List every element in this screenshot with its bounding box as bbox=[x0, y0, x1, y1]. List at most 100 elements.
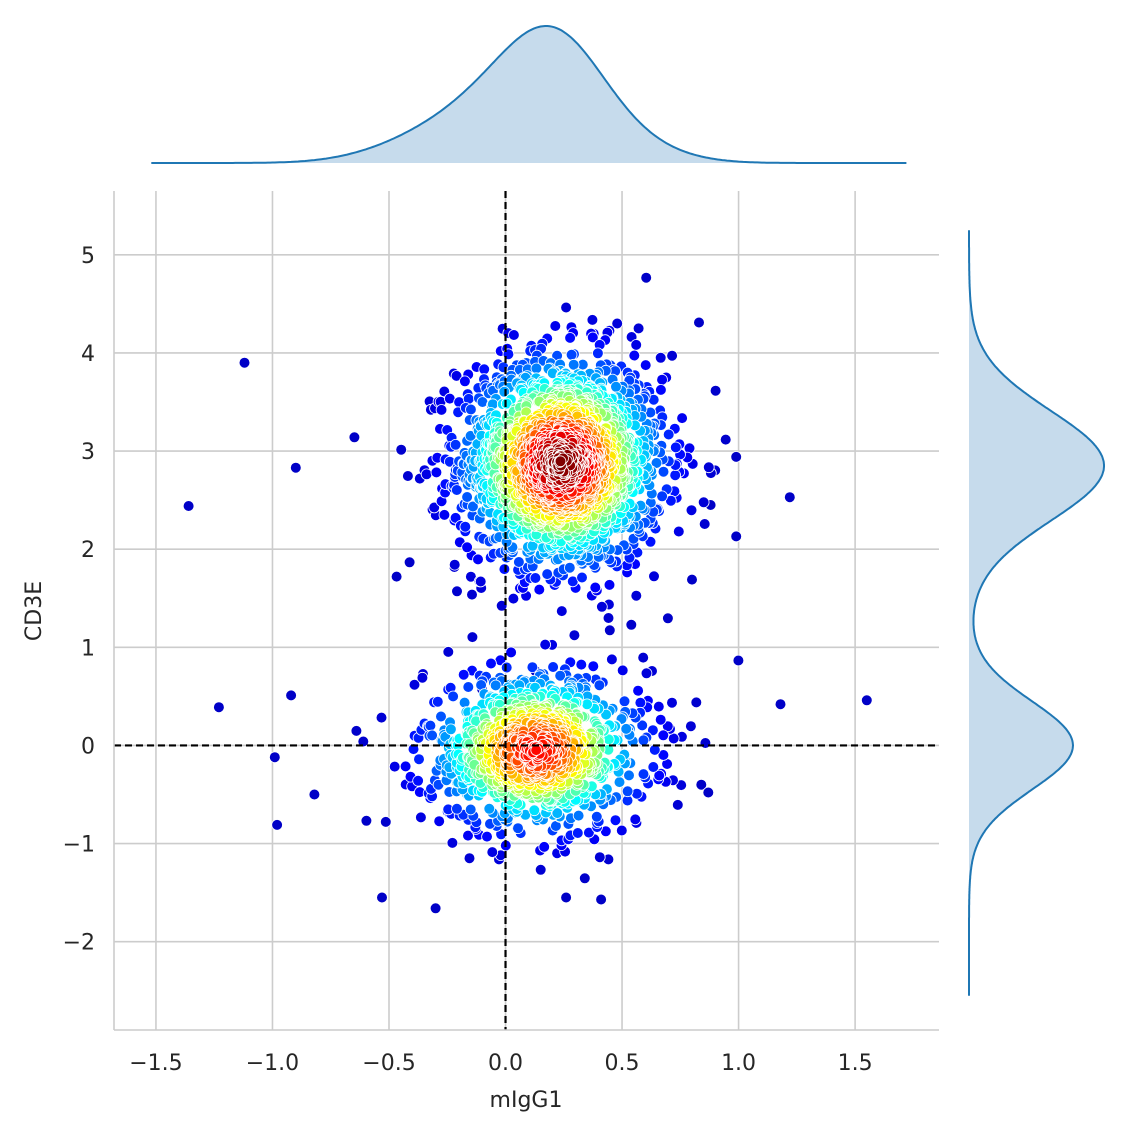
scatter-point bbox=[603, 624, 616, 637]
scatter-point bbox=[774, 698, 787, 710]
scatter-point bbox=[709, 384, 722, 397]
scatter-point bbox=[783, 491, 796, 504]
scatter-point bbox=[606, 653, 618, 666]
scatter-point bbox=[538, 841, 550, 853]
scatter-point bbox=[481, 830, 493, 843]
scatter-point bbox=[637, 734, 650, 747]
scatter-point bbox=[639, 359, 652, 371]
marginal-y-kde bbox=[968, 230, 1105, 996]
scatter-point bbox=[567, 358, 580, 371]
scatter-point bbox=[360, 814, 373, 827]
scatter-point bbox=[657, 465, 670, 478]
y-tick-label: 2 bbox=[81, 538, 95, 563]
scatter-point bbox=[442, 646, 455, 658]
x-kde-fill bbox=[151, 26, 907, 163]
scatter-point bbox=[571, 827, 584, 839]
scatter-point bbox=[457, 668, 470, 681]
scatter-point bbox=[271, 819, 283, 831]
x-tick-labels: −1.5 −1.0 −0.5 0.0 0.5 1.0 1.5 bbox=[129, 1051, 872, 1076]
scatter-point bbox=[702, 786, 715, 799]
scatter-point bbox=[634, 696, 647, 709]
scatter-point bbox=[625, 618, 638, 631]
scatter-point bbox=[697, 496, 710, 509]
scatter-point bbox=[628, 349, 641, 362]
scatter-point bbox=[388, 760, 401, 773]
scatter-point bbox=[463, 852, 476, 864]
scatter-point bbox=[554, 455, 567, 468]
scatter-point bbox=[486, 846, 499, 858]
scatter-point bbox=[420, 468, 433, 481]
scatter-point bbox=[430, 466, 443, 479]
scatter-point bbox=[575, 658, 588, 671]
scatter-point bbox=[429, 902, 442, 915]
scatter-point bbox=[637, 651, 649, 664]
scatter-point bbox=[426, 729, 438, 742]
scatter-point bbox=[539, 638, 551, 651]
scatter-point bbox=[686, 573, 698, 586]
scatter-point bbox=[395, 443, 408, 456]
scatter-point bbox=[526, 661, 539, 673]
scatter-point bbox=[534, 863, 547, 876]
y-tick-label: 3 bbox=[81, 440, 95, 465]
scatter-point bbox=[589, 581, 602, 594]
scatter-point bbox=[572, 809, 585, 822]
x-tick-label: 0.0 bbox=[488, 1051, 523, 1076]
x-tick-label: −1.5 bbox=[129, 1051, 182, 1076]
scatter-point bbox=[483, 802, 496, 815]
scatter-points bbox=[182, 271, 873, 915]
scatter-point bbox=[564, 332, 576, 344]
scatter-point bbox=[576, 571, 588, 584]
scatter-point bbox=[648, 570, 660, 583]
scatter-point bbox=[213, 701, 225, 713]
scatter-point bbox=[652, 700, 665, 713]
scatter-point bbox=[285, 689, 297, 702]
scatter-point bbox=[695, 778, 708, 791]
scatter-point bbox=[505, 646, 517, 659]
scatter-point bbox=[702, 461, 715, 474]
scatter-point bbox=[603, 579, 616, 591]
x-tick-label: 1.5 bbox=[838, 1051, 873, 1076]
scatter-point bbox=[730, 530, 742, 543]
y-tick-label: 1 bbox=[81, 636, 95, 661]
scatter-point bbox=[602, 612, 615, 624]
x-axis-label: mIgG1 bbox=[490, 1088, 563, 1113]
scatter-point bbox=[424, 719, 437, 732]
scatter-point bbox=[462, 681, 475, 693]
scatter-point bbox=[860, 694, 873, 707]
scatter-point bbox=[466, 631, 479, 643]
scatter-point bbox=[730, 451, 742, 463]
scatter-point bbox=[613, 776, 626, 788]
scatter-point bbox=[459, 520, 472, 533]
scatter-point bbox=[654, 713, 667, 726]
scatter-point bbox=[611, 317, 623, 330]
scatter-point bbox=[449, 438, 462, 451]
scatter-point bbox=[268, 751, 281, 763]
scatter-point bbox=[513, 556, 525, 568]
scatter-point bbox=[685, 504, 698, 517]
scatter-point bbox=[590, 810, 603, 823]
scatter-point bbox=[445, 723, 457, 736]
scatter-point bbox=[636, 719, 648, 732]
scatter-point bbox=[693, 316, 705, 329]
scatter-point bbox=[637, 768, 650, 780]
scatter-point bbox=[390, 570, 403, 583]
scatter-point bbox=[563, 561, 576, 574]
x-tick-label: 1.0 bbox=[721, 1051, 756, 1076]
y-kde-fill bbox=[969, 230, 1104, 996]
scatter-point bbox=[464, 803, 477, 816]
scatter-point bbox=[657, 729, 670, 742]
scatter-point bbox=[666, 349, 678, 362]
scatter-point bbox=[595, 893, 607, 906]
scatter-point bbox=[238, 356, 251, 369]
scatter-point bbox=[618, 695, 631, 708]
scatter-point bbox=[450, 370, 463, 382]
scatter-point bbox=[478, 363, 491, 376]
scatter-point bbox=[408, 678, 421, 691]
scatter-point bbox=[435, 710, 447, 723]
scatter-point bbox=[182, 500, 195, 512]
scatter-point bbox=[489, 679, 502, 692]
scatter-point bbox=[403, 556, 416, 569]
scatter-point bbox=[472, 553, 484, 566]
scatter-point bbox=[616, 664, 629, 677]
scatter-point bbox=[402, 470, 414, 482]
